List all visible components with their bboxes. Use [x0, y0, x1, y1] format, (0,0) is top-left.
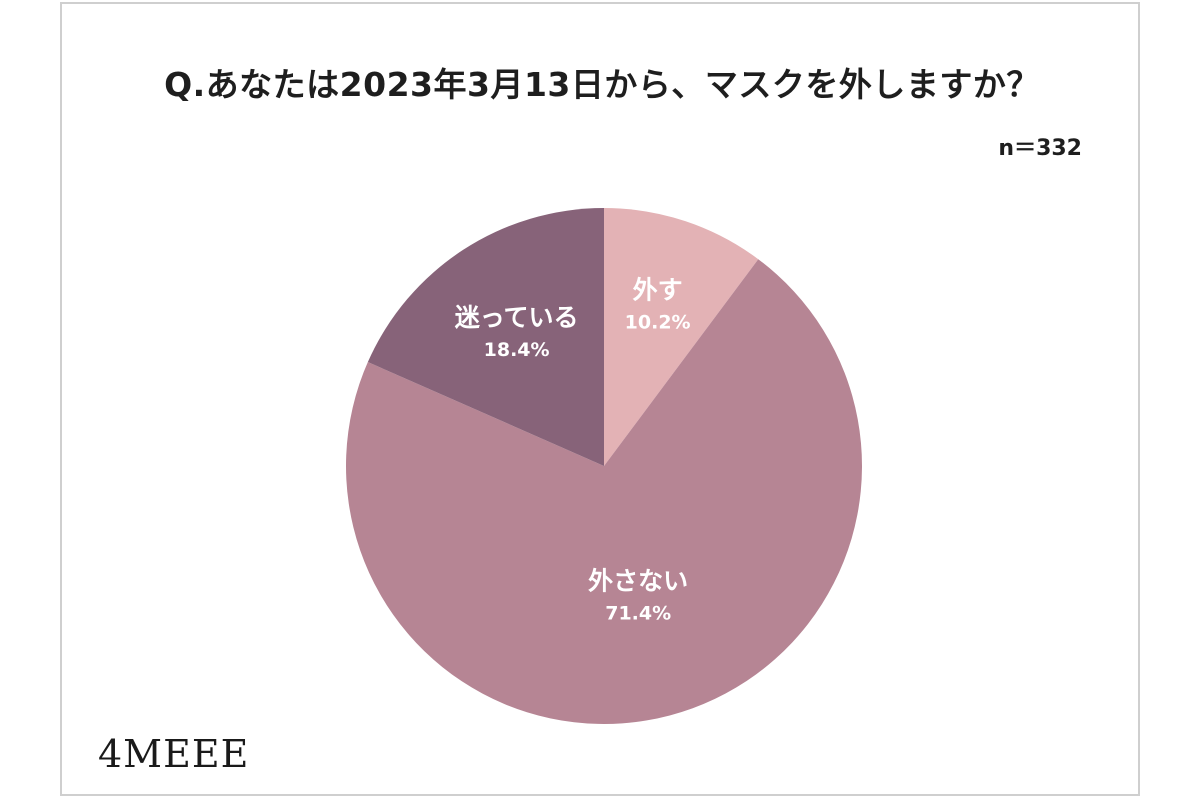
pie-chart: 外す 10.2% 外さない 71.4% 迷っている 18.4% — [346, 208, 863, 725]
brand-logo: 4MEEE — [98, 732, 250, 776]
slice-value-label: 71.4% — [605, 603, 671, 625]
slice-label: 外す — [633, 275, 683, 304]
sample-size-label: n＝332 — [998, 136, 1082, 161]
slice-value-label: 10.2% — [625, 311, 691, 333]
pie-slice — [604, 208, 759, 466]
slice-label: 迷っている — [455, 303, 579, 332]
slice-value-label: 18.4% — [484, 339, 550, 361]
pie-slice — [367, 208, 604, 466]
pie-slice — [346, 259, 863, 725]
chart-title: Q.あなたは2023年3月13日から、マスクを外しますか？ — [164, 65, 1040, 104]
chart-frame: Q.あなたは2023年3月13日から、マスクを外しますか？ n＝332 外す 10… — [60, 2, 1140, 796]
slice-label: 外さない — [588, 567, 688, 596]
